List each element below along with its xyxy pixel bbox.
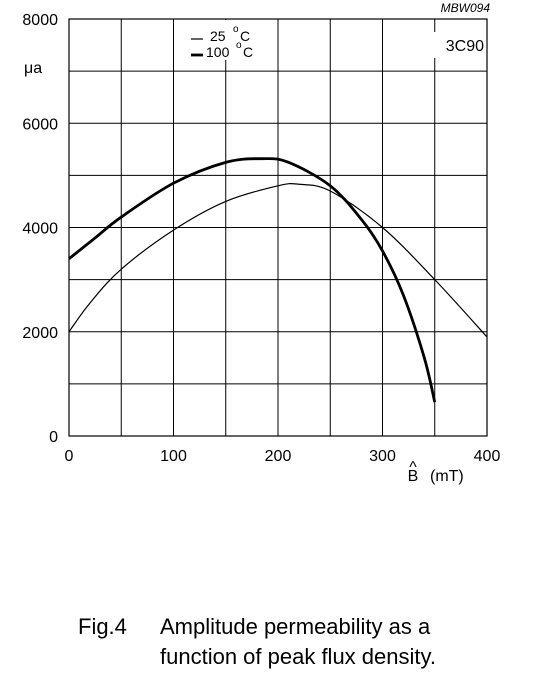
x-axis-unit: (mT): [430, 468, 464, 485]
caption-line-2: function of peak flux density.: [160, 644, 436, 669]
material-label-bg: [430, 32, 486, 58]
caption-number: Fig.4: [78, 614, 127, 639]
series-line-100c: [68, 157, 437, 403]
legend-label-100c: 100: [206, 44, 230, 60]
y-tick-label: 0: [49, 429, 58, 446]
legend-label-25c: 25: [210, 28, 226, 44]
legend: 25 o C 100 o C: [185, 20, 257, 60]
y-axis-label: μa: [24, 60, 42, 77]
legend-bg: [185, 20, 257, 60]
y-tick-label: 8000: [22, 12, 58, 29]
y-tick-labels: 0 2000 4000 6000 8000: [22, 12, 58, 446]
x-tick-labels: 0 100 200 300 400: [65, 448, 501, 465]
legend-degree-100c: o: [236, 40, 242, 51]
x-axis-label: ^ B (mT): [408, 459, 464, 485]
figure-code: MBW094: [441, 1, 491, 15]
y-tick-label: 4000: [22, 221, 58, 238]
grid: [69, 19, 487, 436]
plot-frame: [68, 18, 488, 437]
legend-unit-100c: C: [243, 44, 253, 60]
permeability-chart: MBW094 0 2000 4000 6000 8000 0 100 200 300 400 μ…: [22, 1, 501, 485]
x-axis-hat: ^: [409, 459, 417, 476]
caption-line-1: Amplitude permeability as a: [160, 614, 431, 639]
series-layer: [68, 157, 488, 403]
x-tick-label: 100: [160, 448, 187, 465]
y-tick-label: 6000: [22, 116, 58, 133]
y-tick-label: 2000: [22, 325, 58, 342]
material-label: 3C90: [446, 38, 484, 55]
series-line-25c: [68, 182, 488, 338]
x-tick-label: 200: [265, 448, 292, 465]
x-tick-label: 0: [65, 448, 74, 465]
legend-degree-25c: o: [233, 24, 239, 35]
x-axis-symbol: B: [408, 468, 419, 485]
x-tick-label: 400: [474, 448, 501, 465]
x-tick-label: 300: [369, 448, 396, 465]
legend-unit-25c: C: [240, 28, 250, 44]
